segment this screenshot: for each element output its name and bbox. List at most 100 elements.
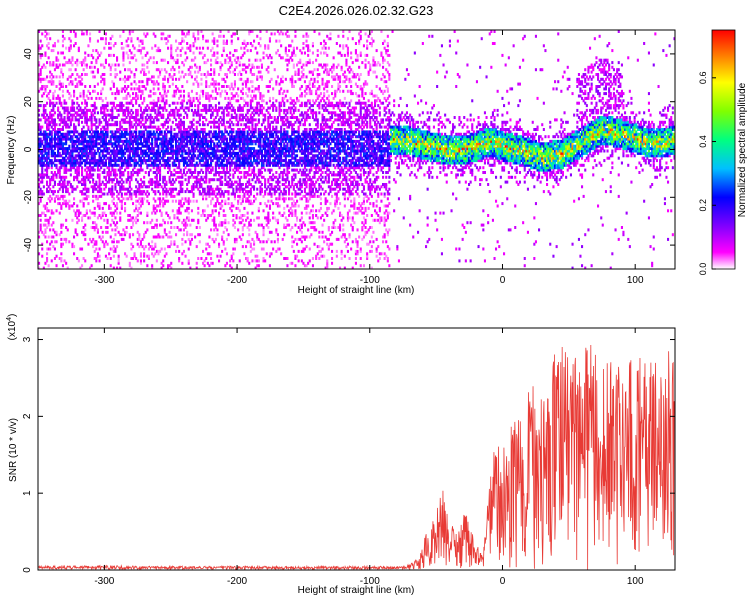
heatmap-cell <box>52 44 55 48</box>
heatmap-cell <box>61 223 64 227</box>
heatmap-cell <box>116 194 119 198</box>
heatmap-cell <box>77 168 80 172</box>
heatmap-cell <box>241 96 244 100</box>
heatmap-cell <box>90 168 93 172</box>
heatmap-cell <box>73 30 76 33</box>
heatmap-cell <box>77 118 80 122</box>
heatmap-cell <box>198 171 201 174</box>
heatmap-cell <box>144 125 147 129</box>
heatmap-cell <box>162 190 165 194</box>
heatmap-cell <box>182 223 185 227</box>
heatmap-cell <box>190 89 193 93</box>
heatmap-cell <box>192 159 195 163</box>
heatmap-cell <box>108 118 111 122</box>
heatmap-cell <box>210 58 213 62</box>
heatmap-cell <box>60 242 63 246</box>
heatmap-cell <box>256 156 259 160</box>
heatmap-cell <box>117 130 120 134</box>
heatmap-cell <box>41 171 44 174</box>
heatmap-cell <box>256 235 259 239</box>
heatmap-cell <box>163 123 166 127</box>
heatmap-cell <box>39 125 42 129</box>
heatmap-cell <box>181 137 184 141</box>
heatmap-cell <box>135 147 138 151</box>
heatmap-cell <box>104 130 107 134</box>
heatmap-cell <box>159 168 162 172</box>
heatmap-cell <box>84 132 87 136</box>
heatmap-cell <box>152 120 155 124</box>
heatmap-cell <box>155 104 158 108</box>
heatmap-cell <box>194 104 197 108</box>
heatmap-cell <box>92 70 95 74</box>
heatmap-cell <box>38 161 41 165</box>
heatmap-cell <box>198 151 201 155</box>
heatmap-cell <box>208 139 211 143</box>
heatmap-cell <box>240 108 243 112</box>
heatmap-cell <box>179 228 182 232</box>
heatmap-cell <box>249 199 252 203</box>
heatmap-cell <box>138 104 141 108</box>
heatmap-cell <box>77 209 80 213</box>
heatmap-cell <box>248 151 251 155</box>
heatmap-cell <box>181 46 184 50</box>
heatmap-cell <box>57 51 60 55</box>
heatmap-cell <box>112 159 115 163</box>
heatmap-cell <box>238 178 241 182</box>
heatmap-cell <box>95 242 98 246</box>
heatmap-cell <box>157 135 160 139</box>
heatmap-cell <box>103 144 106 148</box>
heatmap-cell <box>117 180 120 184</box>
heatmap-cell <box>42 108 45 112</box>
heatmap-cell <box>182 228 185 232</box>
heatmap-cell <box>163 85 166 88</box>
heatmap-cell <box>175 149 178 153</box>
heatmap-cell <box>214 149 217 153</box>
heatmap-cell <box>229 161 232 165</box>
heatmap-cell <box>157 159 160 163</box>
heatmap-cell <box>206 96 209 100</box>
heatmap-cell <box>190 163 193 167</box>
heatmap-cell <box>265 108 268 112</box>
heatmap-cell <box>227 192 230 196</box>
heatmap-cell <box>170 226 173 229</box>
heatmap-cell <box>73 149 76 153</box>
heatmap-cell <box>66 228 69 232</box>
heatmap-cell <box>225 252 228 256</box>
heatmap-cell <box>96 161 99 165</box>
heatmap-cell <box>187 199 190 203</box>
heatmap-cell <box>46 139 49 143</box>
heatmap-cell <box>132 132 135 136</box>
heatmap-cell <box>210 159 213 163</box>
heatmap-cell <box>52 137 55 141</box>
heatmap-cell <box>109 235 112 239</box>
heatmap-cell <box>125 254 128 258</box>
heatmap-cell <box>55 101 58 105</box>
heatmap-cell <box>130 116 133 119</box>
heatmap-cell <box>238 130 241 134</box>
heatmap-cell <box>213 142 216 146</box>
heatmap-cell <box>184 135 187 139</box>
heatmap-cell <box>178 137 181 141</box>
heatmap-cell <box>87 154 90 158</box>
heatmap-cell <box>157 180 160 184</box>
heatmap-cell <box>225 183 228 186</box>
heatmap-cell <box>146 254 149 258</box>
heatmap-cell <box>149 159 152 163</box>
heatmap-cell <box>112 85 115 88</box>
heatmap-cell <box>243 161 246 165</box>
heatmap-cell <box>69 168 72 172</box>
heatmap-cell <box>216 111 219 115</box>
heatmap-cell <box>73 156 76 160</box>
heatmap-cell <box>81 142 84 146</box>
heatmap-cell <box>225 139 228 143</box>
heatmap-cell <box>208 214 211 217</box>
heatmap-cell <box>98 187 101 191</box>
heatmap-cell <box>151 178 154 182</box>
heatmap-cell <box>197 257 200 260</box>
heatmap-cell <box>200 257 203 260</box>
heatmap-cell <box>229 168 232 172</box>
heatmap-cell <box>151 266 154 269</box>
heatmap-cell <box>179 125 182 129</box>
heatmap-cell <box>233 240 236 244</box>
heatmap-cell <box>214 58 217 62</box>
